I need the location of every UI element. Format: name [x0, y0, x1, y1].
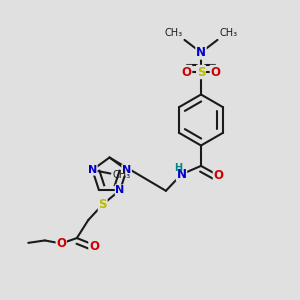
Text: S: S	[197, 65, 205, 79]
Text: S: S	[98, 198, 107, 211]
Text: CH₃: CH₃	[113, 170, 131, 180]
Text: CH₃: CH₃	[165, 28, 183, 38]
Text: CH₃: CH₃	[219, 28, 237, 38]
Text: H: H	[174, 163, 182, 173]
Text: N: N	[88, 165, 97, 175]
Text: O: O	[56, 237, 66, 250]
Text: N: N	[122, 165, 131, 175]
Text: O: O	[182, 65, 192, 79]
Text: N: N	[196, 46, 206, 59]
Text: O: O	[210, 65, 220, 79]
Text: O: O	[213, 169, 224, 182]
Text: O: O	[89, 240, 99, 253]
Text: N: N	[176, 168, 187, 181]
Text: N: N	[116, 185, 125, 195]
